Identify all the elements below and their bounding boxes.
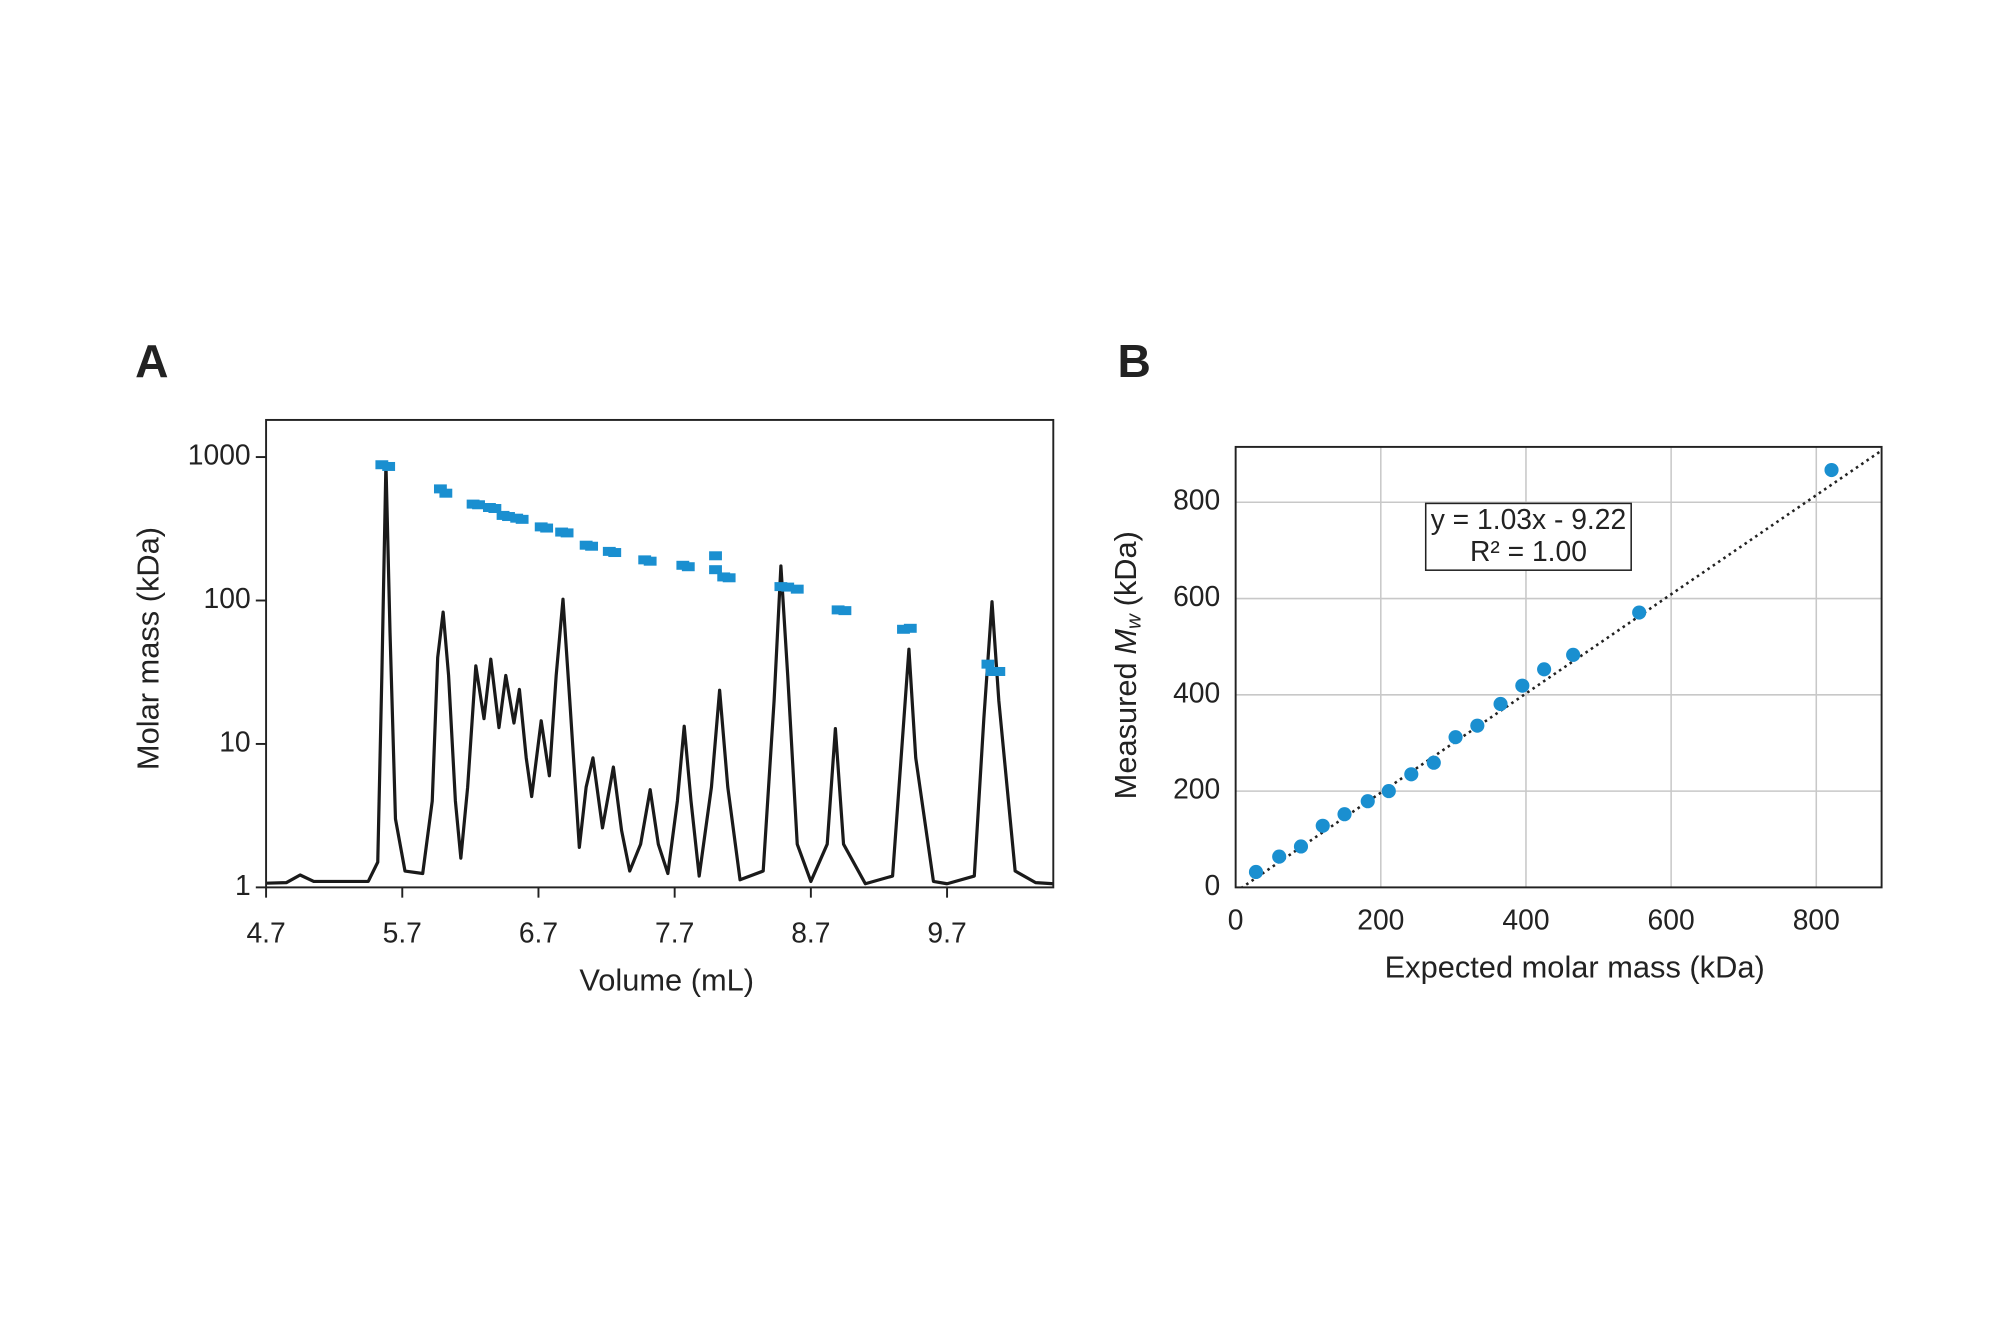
data-point xyxy=(560,528,574,538)
y-tick-label: 400 xyxy=(1173,676,1220,708)
data-point xyxy=(643,556,657,566)
data-point xyxy=(502,512,515,522)
x-tick-label: 200 xyxy=(1357,904,1404,936)
data-point xyxy=(681,562,695,572)
y-tick-label: 0 xyxy=(1205,869,1221,901)
annotation-text: R² = 1.00 xyxy=(1470,535,1587,567)
data-point xyxy=(1515,678,1530,693)
data-point xyxy=(472,500,485,510)
data-point xyxy=(1537,662,1552,677)
data-point xyxy=(1381,784,1396,799)
x-tick-label: 7.7 xyxy=(655,916,694,948)
plot-frame xyxy=(265,418,1055,889)
data-point xyxy=(1293,839,1309,854)
data-point xyxy=(903,623,917,633)
x-tick-label: 600 xyxy=(1648,904,1695,936)
y-axis-label: Molar mass (kDa) xyxy=(131,527,166,770)
x-axis-label: Expected molar mass (kDa) xyxy=(1385,950,1765,985)
data-point xyxy=(722,573,736,583)
x-axis-label: Volume (mL) xyxy=(579,963,754,998)
annotation-box xyxy=(1424,502,1632,571)
y-tick-label: 1000 xyxy=(188,439,251,471)
panel-label: B xyxy=(1118,335,1151,387)
x-tick-label: 8.7 xyxy=(791,916,830,948)
y-tick-label: 600 xyxy=(1173,580,1220,612)
data-point xyxy=(1360,794,1375,809)
x-tick-label: 5.7 xyxy=(383,916,422,948)
data-point xyxy=(375,460,389,470)
data-point xyxy=(985,666,999,676)
y-tick-label: 10 xyxy=(219,725,250,757)
y-tick-label: 800 xyxy=(1173,484,1220,516)
data-point xyxy=(1248,864,1264,880)
x-tick-label: 4.7 xyxy=(246,916,285,948)
data-point xyxy=(1493,696,1508,712)
y-tick-label: 1 xyxy=(235,869,251,901)
data-point xyxy=(709,565,722,575)
label-part: (kDa) xyxy=(1108,531,1143,606)
annotation-text: y = 1.03x - 9.22 xyxy=(1431,503,1627,535)
data-point xyxy=(709,551,722,561)
y-axis-label: Measured Mw (kDa) xyxy=(1108,531,1146,799)
data-point xyxy=(1448,730,1463,745)
y-tick-label: 200 xyxy=(1173,773,1220,805)
trace-line xyxy=(266,462,1054,886)
data-point xyxy=(608,548,622,558)
x-tick-label: 6.7 xyxy=(519,916,558,948)
x-tick-label: 800 xyxy=(1793,904,1840,936)
label-part: M xyxy=(1108,629,1143,655)
x-tick-label: 400 xyxy=(1502,904,1549,936)
data-point xyxy=(781,582,795,592)
data-point xyxy=(1824,462,1839,478)
data-point xyxy=(1315,818,1330,833)
data-point xyxy=(1426,755,1441,770)
data-point xyxy=(515,514,529,524)
data-point xyxy=(838,606,852,616)
x-tick-label: 9.7 xyxy=(927,916,966,948)
data-point xyxy=(992,666,1006,676)
label-part: w xyxy=(1123,613,1146,629)
data-point xyxy=(1566,647,1581,662)
plot-frame xyxy=(1234,445,1883,889)
y-tick-label: 100 xyxy=(204,582,251,614)
data-point xyxy=(1404,767,1419,782)
data-point xyxy=(897,624,910,634)
data-point xyxy=(540,523,554,533)
panel-label: A xyxy=(135,335,168,387)
data-point xyxy=(1632,605,1647,620)
data-point xyxy=(585,541,599,551)
data-point xyxy=(774,582,788,592)
data-point xyxy=(831,605,845,615)
data-point xyxy=(1470,718,1485,733)
data-point xyxy=(790,584,804,594)
label-part: Measured xyxy=(1108,662,1143,799)
data-point xyxy=(439,488,453,498)
data-point xyxy=(1337,807,1352,822)
data-point xyxy=(382,461,396,471)
data-point xyxy=(1272,849,1287,864)
x-tick-label: 0 xyxy=(1228,904,1244,936)
data-point xyxy=(981,659,995,669)
data-point xyxy=(488,503,502,513)
